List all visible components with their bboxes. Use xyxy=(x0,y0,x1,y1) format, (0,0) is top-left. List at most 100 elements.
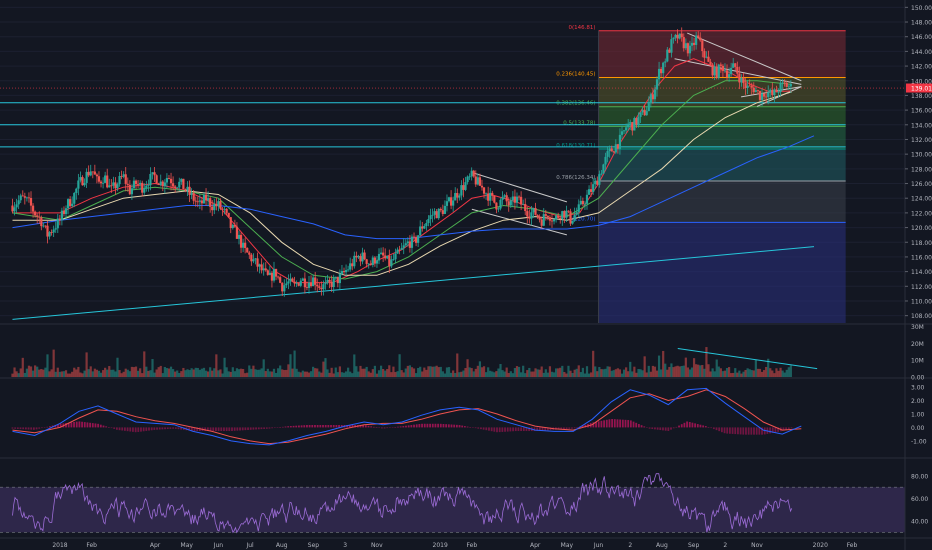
volume-bar xyxy=(204,370,208,377)
macd-histogram-bar xyxy=(102,425,105,428)
price-candle-body xyxy=(552,219,556,222)
volume-bar xyxy=(324,358,327,377)
time-tick-label: May xyxy=(181,542,194,549)
price-candle-body xyxy=(497,208,500,210)
volume-bar xyxy=(713,371,716,377)
macd-histogram-bar xyxy=(469,427,472,428)
volume-bar xyxy=(596,371,599,377)
volume-bar xyxy=(565,373,568,377)
price-candle-body xyxy=(437,208,440,219)
price-candle-body xyxy=(495,202,498,210)
price-candle-body xyxy=(184,189,187,191)
macd-histogram-bar xyxy=(493,427,496,432)
price-candle-body xyxy=(42,225,45,227)
volume-bar xyxy=(116,357,119,377)
macd-histogram-bar xyxy=(410,425,413,428)
volume-bar xyxy=(299,372,302,377)
macd-histogram-bar xyxy=(287,426,290,428)
volume-bar xyxy=(676,365,679,377)
volume-bar xyxy=(365,366,368,377)
price-candle-body xyxy=(713,66,716,76)
price-candle-body xyxy=(262,268,265,271)
macd-histogram-bar xyxy=(166,427,169,430)
price-candle-body xyxy=(567,210,570,212)
price-candle-body xyxy=(458,195,461,198)
price-candle-body xyxy=(524,204,527,212)
time-tick-label: Nov xyxy=(371,542,383,549)
price-candle-body xyxy=(484,193,488,195)
price-candle-body xyxy=(219,201,222,209)
macd-histogram-bar xyxy=(11,427,14,429)
macd-histogram-bar xyxy=(643,426,646,428)
price-candle-body xyxy=(149,173,152,186)
volume-bar xyxy=(31,370,35,377)
fib-zone xyxy=(598,148,846,182)
price-candle-body xyxy=(246,247,249,253)
macd-histogram-bar xyxy=(413,424,415,428)
price-candle-body xyxy=(756,90,760,91)
volume-bar xyxy=(468,367,471,377)
price-candle-body xyxy=(686,43,689,54)
macd-histogram-bar xyxy=(782,427,785,431)
macd-histogram-bar xyxy=(43,427,46,428)
volume-bar xyxy=(631,371,634,377)
macd-histogram-bar xyxy=(49,426,51,428)
volume-bar xyxy=(452,370,455,377)
volume-bar xyxy=(408,365,412,377)
rsi-tick-label: 80.00 xyxy=(911,473,928,480)
macd-histogram-bar xyxy=(664,427,667,431)
volume-bar xyxy=(458,372,461,377)
volume-bar xyxy=(723,370,727,377)
volume-bar xyxy=(400,370,403,377)
volume-pane xyxy=(11,347,818,377)
macd-histogram-bar xyxy=(560,427,563,430)
volume-bar xyxy=(147,370,150,377)
volume-bar xyxy=(635,372,638,377)
volume-bar xyxy=(336,372,339,377)
macd-histogram-bar xyxy=(22,427,25,430)
price-candle-body xyxy=(746,85,749,88)
volume-bar xyxy=(128,371,131,377)
volume-bar xyxy=(454,373,457,377)
volume-bar xyxy=(394,372,397,377)
price-candle-body xyxy=(161,181,164,187)
price-candle-body xyxy=(165,178,169,183)
volume-bar xyxy=(287,364,290,377)
macd-histogram-bar xyxy=(466,426,469,428)
price-candle-body xyxy=(721,65,725,71)
price-candle-body xyxy=(305,287,309,288)
price-candle-body xyxy=(188,186,191,195)
volume-bar xyxy=(493,372,496,377)
volume-bar xyxy=(223,357,226,377)
price-candle-body xyxy=(470,170,473,177)
volume-bar xyxy=(680,366,683,377)
volume-bar xyxy=(534,368,537,377)
price-candle-body xyxy=(596,180,599,185)
price-tick-label: 142.00 xyxy=(911,64,932,71)
moving-average-line xyxy=(12,135,815,240)
price-candle-body xyxy=(697,35,700,38)
volume-bar xyxy=(355,366,358,377)
price-candle-body xyxy=(248,252,251,255)
price-candle-body xyxy=(307,282,311,288)
macd-histogram-bar xyxy=(370,426,373,428)
volume-bar xyxy=(577,365,580,377)
price-candle-body xyxy=(38,216,41,218)
volume-bar xyxy=(511,373,514,377)
fib-level-label: 0.382(136.46) xyxy=(556,101,595,107)
price-candle-body xyxy=(141,182,144,193)
macd-histogram-bar xyxy=(241,427,244,431)
macd-histogram-bar xyxy=(383,427,386,429)
volume-bar xyxy=(36,366,39,377)
volume-bar xyxy=(618,369,622,377)
price-tick-label: 144.00 xyxy=(911,49,932,56)
macd-histogram-bar xyxy=(158,427,161,430)
volume-bar xyxy=(544,369,547,377)
price-candle-body xyxy=(29,198,33,206)
price-candle-body xyxy=(186,186,189,191)
price-candle-body xyxy=(507,201,510,206)
volume-bar xyxy=(209,367,212,377)
macd-histogram-bar xyxy=(522,427,525,432)
price-candle-body xyxy=(732,63,735,68)
